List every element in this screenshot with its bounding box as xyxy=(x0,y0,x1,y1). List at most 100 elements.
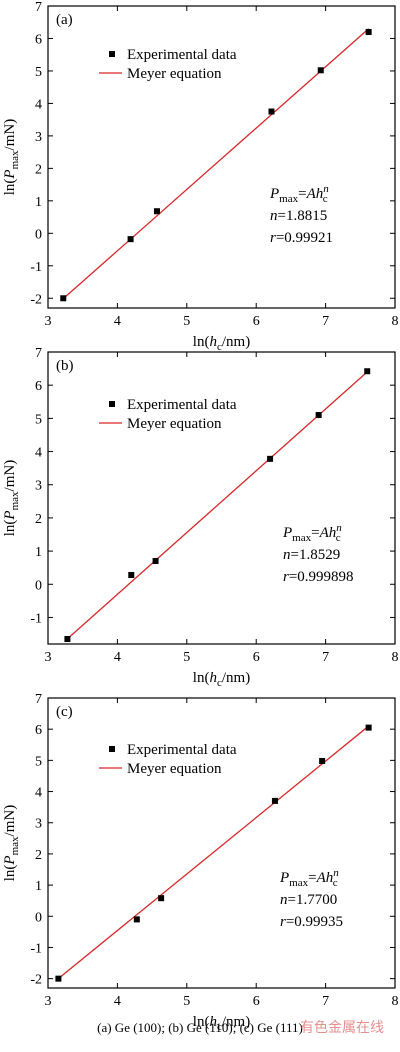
y-tick-label: 1 xyxy=(35,879,42,894)
y-tick-label: 0 xyxy=(35,578,42,593)
x-tick-label: 3 xyxy=(45,314,52,329)
x-tick-label: 7 xyxy=(322,650,329,665)
data-point xyxy=(153,208,160,215)
y-tick-label: 7 xyxy=(35,692,42,707)
chart-panels: 3 4 5 6 7 8 -2 -1 0 1 2 3 4 5 6 7 ln(hc/nm) ln(Pmax/mN) (a… xyxy=(2,0,399,1033)
x-tick-label: 6 xyxy=(253,650,260,665)
y-tick-label: 0 xyxy=(35,910,42,925)
x-tick-label: 5 xyxy=(183,994,190,1009)
data-point xyxy=(128,571,135,578)
chart-panel-3: 3 4 5 6 7 8 -2 -1 0 1 2 3 4 5 6 7 ln(hc/nm) ln(Pmax/mN) (c… xyxy=(2,692,399,1033)
panel-label: (a) xyxy=(56,12,73,28)
legend-marker-square xyxy=(109,401,115,407)
annotation-formula: Pmax=Ahn c xyxy=(282,522,342,544)
legend-label-experimental: Experimental data xyxy=(127,397,237,413)
x-tick-label: 8 xyxy=(392,994,399,1009)
data-point xyxy=(267,455,274,462)
annotation-n-value: n=1.7700 xyxy=(280,892,337,908)
legend-label-experimental: Experimental data xyxy=(127,47,237,63)
y-tick-label: 7 xyxy=(35,0,42,15)
x-tick-label: 3 xyxy=(45,994,52,1009)
data-point xyxy=(152,558,159,565)
legend-label-meyer: Meyer equation xyxy=(127,416,222,432)
x-tick-label: 4 xyxy=(114,314,121,329)
figure-caption: (a) Ge (100); (b) Ge (110); (c) Ge (111) xyxy=(97,1020,303,1035)
annotation-formula: Pmax=Ahn c xyxy=(279,867,339,889)
x-axis-label: ln(hc/nm) xyxy=(193,670,250,689)
y-tick-label: 5 xyxy=(35,65,42,80)
y-tick-label: 7 xyxy=(35,346,42,361)
y-tick-label: 6 xyxy=(35,379,42,394)
y-tick-label: 3 xyxy=(35,130,42,145)
x-tick-label: 5 xyxy=(183,314,190,329)
data-point xyxy=(315,412,322,419)
y-tick-label: 2 xyxy=(35,512,42,527)
data-point xyxy=(127,236,134,243)
data-point xyxy=(271,797,278,804)
y-tick-label: 2 xyxy=(35,848,42,863)
data-point xyxy=(365,28,372,35)
y-axis-label: ln(Pmax/mN) xyxy=(2,460,21,536)
data-point xyxy=(60,295,67,302)
data-point xyxy=(365,724,372,731)
x-tick-label: 7 xyxy=(322,314,329,329)
y-axis-label: ln(Pmax/mN) xyxy=(2,805,21,881)
chart-panel-2: 3 4 5 6 7 8 -1 0 1 2 3 4 5 6 7 ln(hc/nm) ln(Pmax/mN) (b) E… xyxy=(2,346,399,689)
x-tick-label: 6 xyxy=(253,994,260,1009)
data-point xyxy=(133,916,140,923)
y-tick-label: 6 xyxy=(35,723,42,738)
chart-panel-1: 3 4 5 6 7 8 -2 -1 0 1 2 3 4 5 6 7 ln(hc/nm) ln(Pmax/mN) (a… xyxy=(2,0,399,353)
y-tick-label: 5 xyxy=(35,412,42,427)
y-tick-label: -1 xyxy=(30,611,42,626)
annotation-n-value: n=1.8529 xyxy=(283,547,340,563)
x-tick-label: 4 xyxy=(114,994,121,1009)
panel-label: (c) xyxy=(56,704,73,720)
y-tick-label: 5 xyxy=(35,754,42,769)
y-tick-label: -1 xyxy=(30,941,42,956)
y-tick-label: 1 xyxy=(35,545,42,560)
annotation-r-value: r=0.999898 xyxy=(283,569,354,585)
x-tick-label: 3 xyxy=(45,650,52,665)
data-point xyxy=(268,108,275,115)
x-tick-label: 8 xyxy=(392,650,399,665)
x-tick-label: 5 xyxy=(183,650,190,665)
y-axis-label: ln(Pmax/mN) xyxy=(2,119,21,195)
y-tick-label: 4 xyxy=(35,97,42,112)
y-tick-label: 4 xyxy=(35,446,42,461)
legend-label-experimental: Experimental data xyxy=(127,742,237,758)
y-tick-label: 0 xyxy=(35,227,42,242)
plot-frame xyxy=(47,697,396,989)
y-tick-label: -2 xyxy=(30,292,42,307)
x-tick-label: 4 xyxy=(114,650,121,665)
y-tick-label: 3 xyxy=(35,479,42,494)
data-point xyxy=(158,895,165,902)
y-tick-label: -2 xyxy=(30,973,42,988)
legend-label-meyer: Meyer equation xyxy=(127,66,222,82)
x-tick-label: 6 xyxy=(253,314,260,329)
data-point xyxy=(364,368,371,375)
x-tick-label: 7 xyxy=(322,994,329,1009)
annotation-formula: Pmax=Ahn c xyxy=(269,183,329,205)
y-tick-label: 6 xyxy=(35,32,42,47)
watermark-text: 有色金属在线 xyxy=(300,1019,384,1036)
annotation-n-value: n=1.8815 xyxy=(270,208,327,224)
legend-marker-square xyxy=(109,746,115,752)
data-point xyxy=(319,757,326,764)
panel-label: (b) xyxy=(56,358,74,374)
meyer-fit-line xyxy=(61,28,370,301)
plot-frame xyxy=(47,5,396,309)
y-tick-label: 4 xyxy=(35,786,42,801)
x-axis-label: ln(hc/nm) xyxy=(193,1014,250,1033)
meyer-fit-line xyxy=(55,725,370,981)
legend-marker-square xyxy=(109,51,115,57)
data-point xyxy=(55,975,62,982)
x-tick-label: 8 xyxy=(392,314,399,329)
y-tick-label: 3 xyxy=(35,817,42,832)
data-point xyxy=(64,636,71,643)
y-tick-label: 2 xyxy=(35,162,42,177)
data-point xyxy=(317,67,324,74)
y-tick-label: 1 xyxy=(35,195,42,210)
legend-label-meyer: Meyer equation xyxy=(127,761,222,777)
y-tick-label: -1 xyxy=(30,260,42,275)
